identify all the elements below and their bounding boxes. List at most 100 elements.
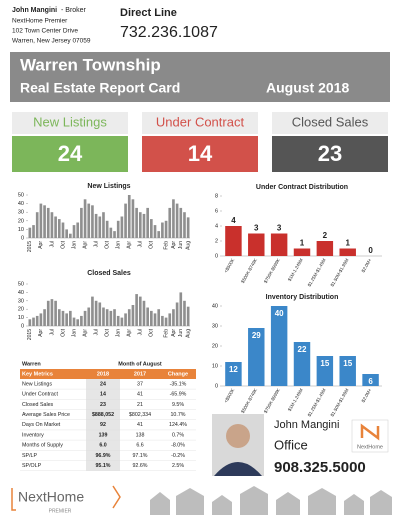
table-header: 2018 xyxy=(97,371,109,377)
x-tick-label: Jun xyxy=(178,329,184,337)
value-label: 2 xyxy=(323,231,328,240)
bar xyxy=(172,199,175,238)
card-value-bg xyxy=(272,136,388,172)
table-cell: Inventory xyxy=(22,432,44,438)
y-tick-label: 40 xyxy=(18,290,24,296)
table-cell: 41 xyxy=(137,392,143,398)
table-cell: 24 xyxy=(100,381,106,387)
table-cell: $888,052 xyxy=(92,412,114,418)
agent-city: Warren, New Jersey 07059 xyxy=(12,38,91,45)
x-tick-label: 2015 xyxy=(27,329,33,340)
value-label: 22 xyxy=(298,345,307,354)
bar xyxy=(69,233,72,238)
bar xyxy=(32,225,35,238)
bar xyxy=(109,310,113,326)
table-cell: 138 xyxy=(136,432,145,438)
y-tick-label: 40 xyxy=(18,201,24,207)
x-tick-label: $1M-1.249M xyxy=(287,387,304,412)
chart-title: Inventory Distribution xyxy=(266,294,339,301)
table-cell: 41 xyxy=(137,422,143,428)
table-cell: 96.9% xyxy=(95,453,110,459)
chart-title: New Listings xyxy=(87,183,130,190)
x-tick-label: $750K-$999K xyxy=(263,388,281,414)
bar xyxy=(113,231,116,238)
table-cell: 97.1% xyxy=(132,453,147,459)
table-cell: -8.0% xyxy=(171,443,185,449)
value-label: 29 xyxy=(252,331,261,340)
table-header: Key Metrics xyxy=(22,371,53,377)
bar xyxy=(120,317,124,326)
y-tick-label: 20 xyxy=(18,307,24,313)
bar xyxy=(54,300,57,326)
bar xyxy=(316,356,334,386)
x-tick-label: Oct xyxy=(104,240,110,248)
bar xyxy=(46,207,50,238)
bar xyxy=(39,313,43,326)
banner xyxy=(10,52,390,102)
brand-badge xyxy=(351,419,389,453)
x-tick-label: Jul xyxy=(93,241,99,247)
bar xyxy=(183,300,186,326)
table-cell: -65.9% xyxy=(170,392,187,398)
card-label-bg xyxy=(12,112,128,134)
x-tick-label: Jan xyxy=(116,329,122,337)
table-cell: 6.0 xyxy=(99,443,106,449)
contact-label: Office xyxy=(274,437,308,452)
y-tick-label: 0 xyxy=(21,323,24,329)
y-tick-label: 10 xyxy=(18,227,24,233)
x-tick-label: Jul xyxy=(138,241,144,247)
x-tick-label: Jan xyxy=(116,241,122,249)
bar xyxy=(43,205,46,238)
table-cell: Days On Market xyxy=(22,422,61,428)
bar xyxy=(225,362,242,386)
bar xyxy=(72,317,76,326)
x-tick-label: Apr xyxy=(82,241,88,249)
houses xyxy=(150,486,392,515)
x-tick-label: $2.0M+ xyxy=(361,387,373,403)
bar xyxy=(120,216,124,238)
banner-period: August 2018 xyxy=(266,80,349,96)
value-label: 6 xyxy=(368,377,373,386)
value-label: 15 xyxy=(320,359,329,368)
table-cell: $802,334 xyxy=(129,412,151,418)
bar xyxy=(138,296,142,326)
y-tick-label: 4 xyxy=(215,223,218,229)
bar xyxy=(98,216,102,238)
bar xyxy=(362,374,379,386)
y-tick-label: 50 xyxy=(18,281,24,287)
table-cell: -35.1% xyxy=(170,381,187,387)
y-tick-label: 10 xyxy=(18,315,24,321)
x-tick-label: Jun xyxy=(178,241,184,249)
x-tick-label: Jul xyxy=(138,329,144,335)
bar xyxy=(98,302,102,326)
table-cell: 124.4% xyxy=(169,422,187,428)
y-tick-label: 0 xyxy=(215,253,218,259)
x-tick-label: Apr xyxy=(38,329,44,337)
bar xyxy=(135,294,138,326)
table-cell: Under Contract xyxy=(22,392,58,398)
table-cell: Months of Supply xyxy=(22,443,63,449)
y-tick-label: 8 xyxy=(215,193,218,199)
bar xyxy=(54,216,57,238)
x-tick-label: Feb xyxy=(163,329,169,338)
bar xyxy=(50,212,54,238)
bar xyxy=(142,213,146,238)
bar xyxy=(57,309,61,326)
x-tick-label: Apr xyxy=(127,241,133,249)
bar xyxy=(109,227,113,238)
bar xyxy=(186,217,190,238)
current-column-bg xyxy=(86,379,120,471)
bar xyxy=(94,213,98,238)
bar xyxy=(270,233,288,256)
card-value-bg xyxy=(12,136,128,172)
x-tick-label: $1.50M-$1.99M xyxy=(330,387,350,417)
bar xyxy=(65,229,68,238)
table-cell: 23 xyxy=(100,402,106,408)
bar xyxy=(61,310,65,326)
bar xyxy=(183,212,186,238)
y-tick-label: 50 xyxy=(18,192,24,198)
table-cell: 6.6 xyxy=(136,443,143,449)
table-cell: 14 xyxy=(100,392,106,398)
x-tick-label: Apr xyxy=(127,329,133,337)
y-tick-label: 20 xyxy=(18,218,24,224)
